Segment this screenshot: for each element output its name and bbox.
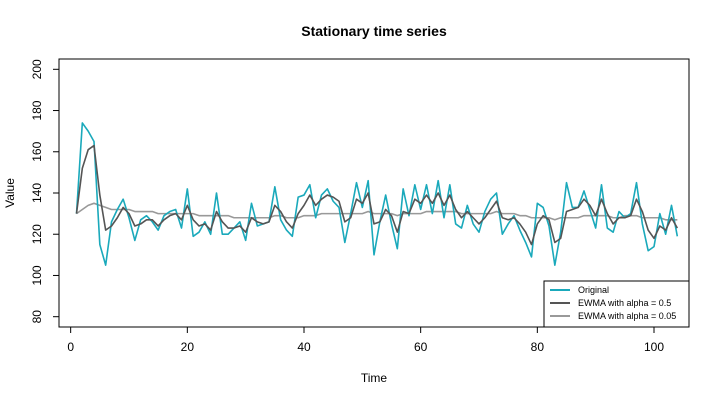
x-tick-label: 60 (414, 340, 428, 354)
x-tick-label: 100 (644, 340, 664, 354)
y-tick-label: 180 (30, 100, 44, 120)
x-tick-label: 40 (297, 340, 311, 354)
y-axis: 80 100 120 140 160 180 200 (30, 59, 59, 323)
y-tick-label: 140 (30, 183, 44, 203)
y-tick-label: 100 (30, 265, 44, 285)
y-tick-label: 160 (30, 141, 44, 161)
y-tick-label: 120 (30, 224, 44, 244)
x-axis-title: Time (361, 371, 388, 385)
y-axis-title: Value (3, 178, 17, 208)
y-tick-label: 200 (30, 59, 44, 79)
x-tick-label: 20 (181, 340, 195, 354)
legend-label: Original (578, 285, 609, 295)
series-line-ewma-05 (75, 144, 679, 246)
y-tick-label: 80 (30, 310, 44, 324)
legend-label: EWMA with alpha = 0.05 (578, 311, 676, 321)
legend-label: EWMA with alpha = 0.5 (578, 298, 671, 308)
series-layer (75, 122, 679, 266)
x-tick-label: 0 (67, 340, 74, 354)
x-tick-label: 80 (531, 340, 545, 354)
legend: Original EWMA with alpha = 0.5 EWMA with a… (543, 280, 690, 328)
x-axis: 0 20 40 60 80 100 (67, 327, 664, 354)
chart-title: Stationary time series (301, 23, 447, 39)
series-line-original (75, 122, 679, 266)
